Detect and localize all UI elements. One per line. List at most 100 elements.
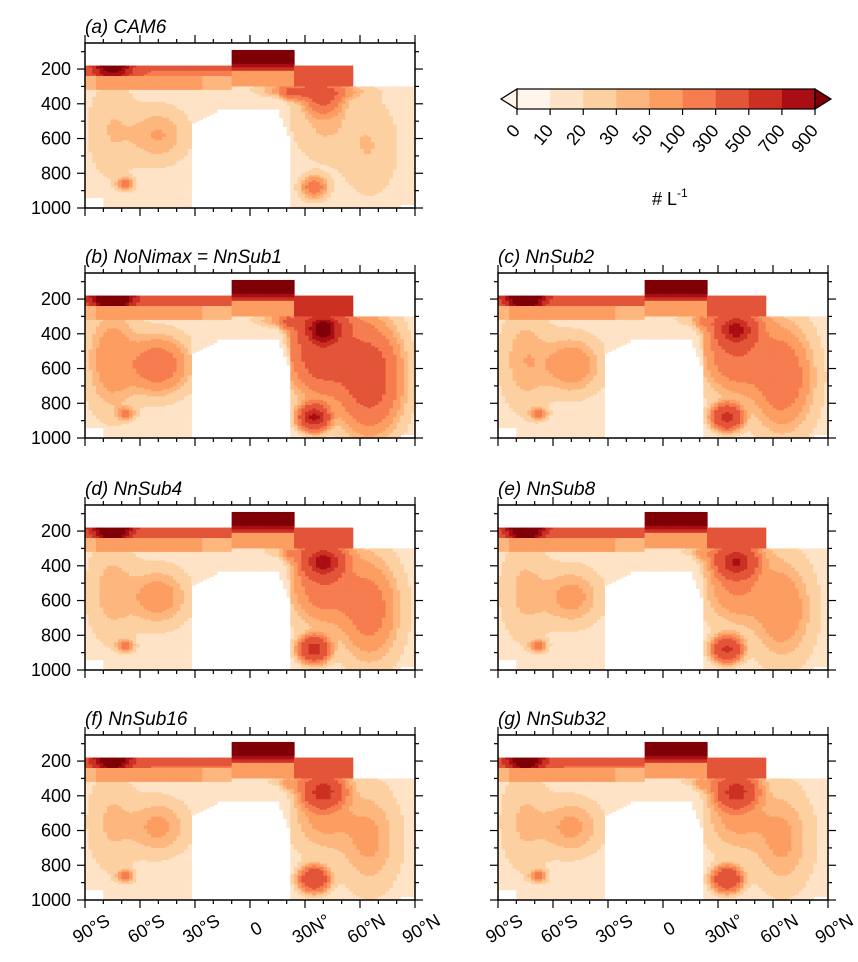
contour-cell bbox=[180, 138, 185, 141]
contour-cell bbox=[121, 109, 126, 112]
contour-cell bbox=[173, 181, 178, 185]
contour-cell bbox=[158, 199, 163, 202]
contour-cell bbox=[136, 117, 141, 121]
contour-cell bbox=[85, 89, 90, 93]
contour-cell bbox=[147, 128, 152, 131]
contour-cell bbox=[92, 176, 97, 180]
contour-cell bbox=[169, 93, 174, 96]
contour-cell bbox=[158, 155, 163, 159]
contour-cell bbox=[110, 201, 115, 204]
contour-cell bbox=[107, 159, 112, 162]
contour-cell bbox=[96, 169, 101, 173]
contour-cell bbox=[110, 89, 115, 93]
contour-cell bbox=[107, 76, 112, 79]
contour-cell bbox=[158, 100, 163, 103]
contour-cell bbox=[96, 131, 101, 134]
contour-cell bbox=[158, 91, 163, 94]
contour-cell bbox=[107, 192, 112, 195]
contour-cell bbox=[136, 105, 141, 108]
contour-cell bbox=[147, 143, 152, 147]
contour-cell bbox=[154, 74, 159, 77]
contour-cell bbox=[151, 136, 156, 140]
contour-cell bbox=[154, 135, 159, 138]
contour-cell bbox=[103, 119, 108, 122]
contour-cell bbox=[85, 91, 90, 94]
contour-cell bbox=[147, 201, 152, 204]
contour-cell bbox=[96, 126, 101, 129]
contour-cell bbox=[129, 122, 134, 126]
contour-cell bbox=[162, 115, 167, 119]
contour-cell bbox=[129, 187, 134, 190]
contour-cell bbox=[147, 166, 152, 169]
contour-cell bbox=[125, 96, 130, 100]
contour-cell bbox=[173, 150, 178, 154]
contour-cell bbox=[110, 100, 115, 103]
contour-cell bbox=[151, 152, 156, 155]
contour-cell bbox=[165, 67, 170, 70]
contour-cell bbox=[140, 150, 145, 154]
contour-cell bbox=[136, 100, 141, 103]
contour-cell bbox=[165, 82, 170, 86]
contour-cell bbox=[143, 109, 148, 112]
contour-cell bbox=[107, 197, 112, 200]
contour-cell bbox=[165, 148, 170, 152]
contour-cell bbox=[132, 128, 137, 131]
contour-cell bbox=[96, 98, 101, 101]
contour-cell bbox=[136, 166, 141, 169]
contour-cell bbox=[184, 169, 189, 173]
contour-cell bbox=[103, 181, 108, 185]
contour-cell bbox=[132, 199, 137, 202]
contour-cell bbox=[96, 187, 101, 190]
contour-cell bbox=[92, 161, 97, 164]
contour-cell bbox=[118, 69, 123, 72]
contour-cell bbox=[169, 119, 174, 122]
contour-cell bbox=[187, 89, 192, 93]
contour-cell bbox=[184, 67, 189, 70]
contour-cell bbox=[92, 91, 97, 94]
contour-cell bbox=[85, 135, 90, 138]
contour-cell bbox=[162, 152, 167, 155]
contour-cell bbox=[88, 76, 93, 79]
contour-cell bbox=[151, 166, 156, 169]
contour-cell bbox=[110, 115, 115, 119]
contour-cell bbox=[140, 152, 145, 155]
contour-cell bbox=[88, 109, 93, 112]
contour-cell bbox=[147, 112, 152, 115]
contour-cell bbox=[151, 162, 156, 166]
contour-cell bbox=[151, 204, 156, 207]
contour-cell bbox=[107, 187, 112, 190]
contour-cell bbox=[121, 121, 126, 124]
contour-cell bbox=[154, 95, 159, 98]
contour-cell bbox=[96, 166, 101, 169]
contour-cell bbox=[88, 138, 93, 141]
contour-cell bbox=[154, 131, 159, 134]
contour-cell bbox=[85, 178, 90, 181]
contour-cell bbox=[162, 155, 167, 159]
contour-cell bbox=[154, 176, 159, 180]
contour-cell bbox=[110, 93, 115, 96]
contour-cell bbox=[162, 79, 167, 82]
contour-cell bbox=[176, 143, 181, 147]
contour-cell bbox=[169, 155, 174, 159]
contour-cell bbox=[173, 157, 178, 160]
contour-cell bbox=[140, 65, 145, 68]
contour-cell bbox=[118, 173, 123, 176]
contour-cell bbox=[180, 168, 185, 171]
contour-cell bbox=[154, 180, 159, 183]
contour-cell bbox=[154, 77, 159, 81]
contour-cell bbox=[103, 164, 108, 167]
contour-cell bbox=[88, 74, 93, 77]
contour-cell bbox=[110, 150, 115, 154]
contour-cell bbox=[147, 138, 152, 141]
contour-cell bbox=[140, 140, 145, 143]
contour-cell bbox=[184, 194, 189, 197]
contour-cell bbox=[173, 192, 178, 195]
contour-cell bbox=[92, 159, 97, 162]
contour-cell bbox=[173, 70, 178, 74]
contour-cell bbox=[85, 107, 90, 110]
contour-cell bbox=[132, 98, 137, 101]
contour-cell bbox=[173, 84, 178, 88]
contour-cell bbox=[99, 72, 104, 75]
contour-cell bbox=[143, 201, 148, 204]
contour-cell bbox=[114, 117, 119, 121]
